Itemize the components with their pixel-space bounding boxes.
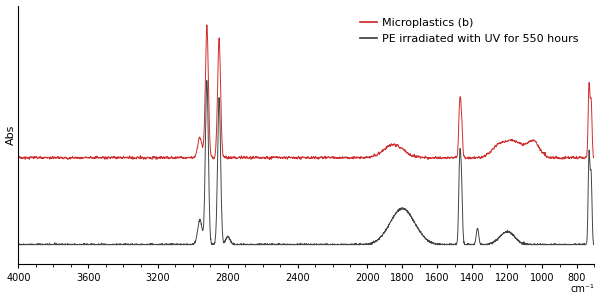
- Y-axis label: Abs: Abs: [5, 124, 16, 145]
- Legend: Microplastics (b), PE irradiated with UV for 550 hours: Microplastics (b), PE irradiated with UV…: [356, 14, 583, 48]
- X-axis label: cm⁻¹: cm⁻¹: [571, 284, 595, 294]
